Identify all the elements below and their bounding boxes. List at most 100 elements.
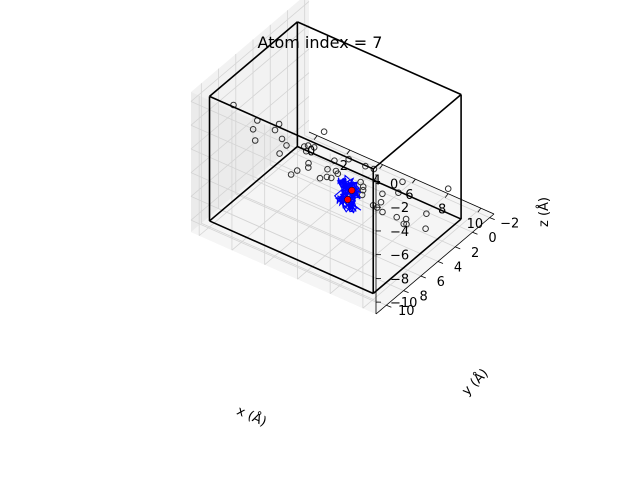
atom-point	[377, 198, 385, 206]
atom-point	[379, 190, 386, 198]
grid-line-z	[190, 119, 310, 221]
x-axis-line	[308, 131, 495, 215]
trajectory-markers	[344, 186, 356, 204]
trajectory-marker	[344, 196, 352, 204]
x-tick-label: 2	[340, 159, 348, 174]
x-tick-mark	[477, 207, 482, 213]
box-edge	[209, 21, 298, 97]
atom-point	[393, 213, 401, 221]
x-tick-mark	[379, 164, 383, 169]
y-tick-mark	[489, 217, 495, 221]
z-tick-label: −6	[390, 249, 409, 264]
atom-point	[359, 186, 367, 194]
z-tick-labels: 0 −2 −4 −6 −8 −10	[376, 178, 417, 311]
y-tick-mark	[455, 246, 461, 250]
grid-line-z	[190, 148, 377, 232]
atom-point	[320, 128, 328, 135]
atom-point	[334, 170, 342, 177]
x-tick-labels: 0 2 4 6 8 10	[307, 135, 484, 232]
atom-point	[379, 208, 386, 216]
y-tick-mark	[472, 231, 478, 235]
grid-line-z	[190, 96, 310, 197]
x-tick-label: 4	[373, 174, 381, 189]
atom-point	[316, 174, 324, 182]
grid-lines	[190, 0, 490, 309]
trajectory-marker	[348, 186, 356, 194]
atom-point	[328, 174, 335, 182]
grid-line-x	[329, 193, 449, 294]
grid-line-x	[297, 178, 416, 280]
grid-line-z	[190, 48, 310, 150]
grid-line-z	[190, 24, 310, 126]
z-tick-label: −2	[390, 201, 409, 216]
z-tick-label: −8	[390, 272, 409, 287]
y-axis-label: y (Å)	[459, 366, 492, 399]
atom-point	[402, 215, 410, 223]
grid-line-z	[190, 101, 377, 184]
atom-point	[399, 178, 406, 186]
x-tick-mark	[444, 193, 449, 198]
grid-line-y	[235, 193, 421, 277]
y-tick-label: 2	[471, 246, 479, 261]
atom-point	[271, 126, 279, 134]
box-edge	[297, 21, 462, 96]
grid-line-y	[304, 135, 490, 219]
atom-point	[358, 191, 366, 199]
y-tick-label: 6	[437, 275, 445, 290]
box-edge	[209, 145, 298, 222]
y-tick-mark	[420, 275, 426, 279]
atom-point	[423, 210, 430, 217]
x-tick-label: 0	[307, 145, 315, 160]
grid-line-y	[201, 222, 387, 306]
box-edge	[209, 95, 374, 170]
z-axis-label: z (Å)	[536, 197, 552, 227]
y-tick-label: 4	[454, 260, 462, 275]
y-tick-label: 8	[419, 290, 427, 305]
atom-point	[278, 135, 286, 143]
x-tick-mark	[412, 178, 416, 184]
atom-point	[310, 144, 318, 151]
grid-line-y	[287, 149, 473, 233]
grid-line-y	[270, 164, 456, 248]
x-tick-mark	[346, 149, 351, 155]
grid-line-y	[252, 179, 439, 262]
atom-point	[323, 173, 331, 181]
atom-point	[305, 159, 312, 167]
box-edge	[209, 220, 374, 295]
atom-point	[249, 126, 257, 133]
axis-panes	[191, 0, 494, 314]
atom-point	[251, 137, 259, 144]
atom-point	[287, 171, 295, 178]
atom-point	[422, 225, 429, 232]
y-tick-mark	[403, 290, 409, 294]
x-tick-label: 8	[438, 203, 446, 218]
z-tick-label: −10	[390, 296, 417, 311]
box-edge	[372, 93, 462, 170]
grid-line-z	[190, 219, 377, 303]
pane-z	[191, 132, 494, 314]
z-tick-label: 0	[390, 178, 398, 193]
grid-line-z	[190, 172, 377, 256]
box-edge	[297, 145, 462, 220]
atom-point	[304, 142, 312, 149]
atom-point	[293, 167, 301, 174]
x-tick-label: 10	[467, 217, 484, 232]
y-tick-mark	[437, 261, 444, 264]
y-axis-line	[375, 213, 495, 315]
simulation-box-front	[209, 21, 462, 295]
y-tick-mark	[386, 304, 392, 308]
z-tick-label: −4	[390, 225, 409, 240]
grid-line-z	[190, 72, 310, 173]
grid-line-x	[362, 207, 482, 309]
x-axis-label: x (Å)	[234, 403, 269, 430]
x-tick-label: 6	[405, 188, 413, 203]
chart-title: Atom index = 7	[257, 33, 383, 52]
y-tick-label: −2	[500, 217, 519, 232]
y-tick-label: 10	[398, 304, 415, 319]
y-tick-label: 0	[488, 231, 496, 246]
atom-point	[324, 165, 331, 173]
atom-point	[305, 164, 312, 171]
atom-point	[276, 150, 283, 157]
